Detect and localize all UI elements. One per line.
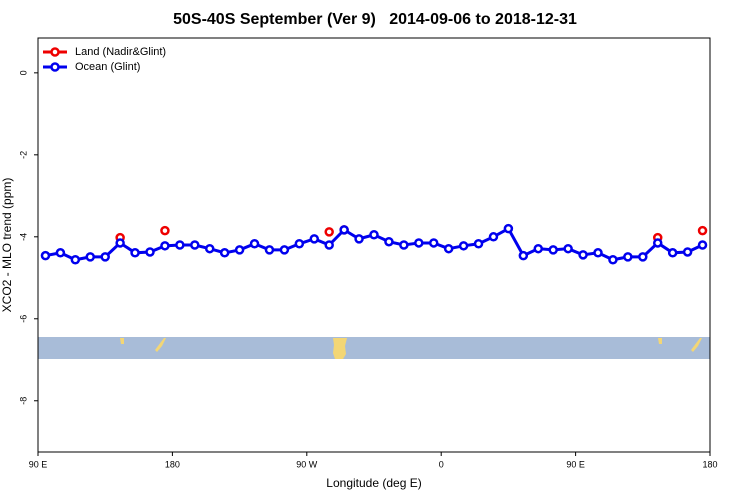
data-point bbox=[488, 232, 499, 242]
data-point bbox=[55, 248, 66, 258]
data-point bbox=[384, 236, 394, 247]
y-axis-label: XCO2 - MLO trend (ppm) bbox=[0, 178, 14, 313]
data-point bbox=[324, 240, 334, 250]
data-point bbox=[130, 248, 140, 258]
data-point bbox=[160, 241, 170, 251]
data-point bbox=[309, 234, 320, 244]
data-point bbox=[638, 252, 648, 262]
data-point bbox=[85, 252, 96, 262]
data-point bbox=[682, 247, 693, 257]
data-point bbox=[443, 243, 454, 254]
x-tick-label: 180 bbox=[165, 459, 180, 469]
data-point bbox=[503, 223, 514, 234]
data-point bbox=[204, 243, 215, 254]
y-tick-label: 0 bbox=[18, 70, 28, 75]
data-point bbox=[279, 245, 290, 255]
y-tick-label: -6 bbox=[18, 315, 28, 323]
data-point bbox=[458, 241, 469, 251]
x-tick-label: 180 bbox=[702, 459, 717, 469]
data-point bbox=[324, 227, 334, 237]
x-tick-label: 0 bbox=[439, 459, 444, 469]
data-point bbox=[369, 230, 379, 240]
data-point bbox=[697, 225, 708, 236]
data-point bbox=[414, 238, 424, 248]
data-point bbox=[697, 240, 708, 250]
data-point bbox=[339, 225, 349, 235]
data-point bbox=[294, 239, 305, 249]
data-point bbox=[160, 225, 170, 236]
data-point bbox=[623, 252, 633, 262]
x-tick-label: 90 E bbox=[566, 459, 585, 469]
y-tick-label: -8 bbox=[18, 397, 28, 405]
data-point bbox=[548, 245, 558, 255]
surface-strip bbox=[38, 337, 710, 359]
y-tick-label: -4 bbox=[18, 233, 28, 241]
data-point bbox=[518, 250, 529, 261]
x-tick-label: 90 E bbox=[29, 459, 48, 469]
data-point bbox=[234, 245, 245, 255]
y-tick-label: -2 bbox=[18, 151, 28, 159]
plot-frame bbox=[37, 37, 711, 453]
data-point bbox=[428, 238, 439, 248]
data-point bbox=[219, 248, 230, 258]
legend-marker bbox=[50, 62, 60, 72]
data-point bbox=[399, 240, 409, 250]
data-point bbox=[533, 243, 544, 254]
legend-label: Land (Nadir&Glint) bbox=[75, 46, 166, 58]
data-point bbox=[264, 245, 275, 255]
data-point bbox=[249, 239, 260, 249]
data-point bbox=[667, 248, 678, 258]
legend-label: Ocean (Glint) bbox=[75, 61, 140, 73]
data-point bbox=[652, 238, 663, 248]
data-point bbox=[473, 239, 484, 249]
data-point bbox=[593, 248, 603, 258]
data-point bbox=[40, 250, 51, 261]
data-point bbox=[70, 255, 81, 265]
data-point bbox=[563, 243, 573, 254]
data-point bbox=[145, 247, 155, 257]
x-axis-label: Longitude (deg E) bbox=[326, 476, 421, 490]
data-point bbox=[115, 238, 125, 248]
legend-marker bbox=[50, 47, 60, 57]
data-point bbox=[354, 234, 364, 244]
x-tick-label: 90 W bbox=[296, 459, 318, 469]
chart-title: 50S-40S September (Ver 9) 2014-09-06 to … bbox=[173, 11, 577, 28]
data-point bbox=[175, 240, 185, 250]
legend: Land (Nadir&Glint) Ocean (Glint) bbox=[43, 46, 166, 73]
data-point bbox=[608, 255, 618, 265]
data-point bbox=[100, 252, 110, 262]
data-point bbox=[578, 250, 588, 260]
data-point bbox=[190, 240, 200, 250]
